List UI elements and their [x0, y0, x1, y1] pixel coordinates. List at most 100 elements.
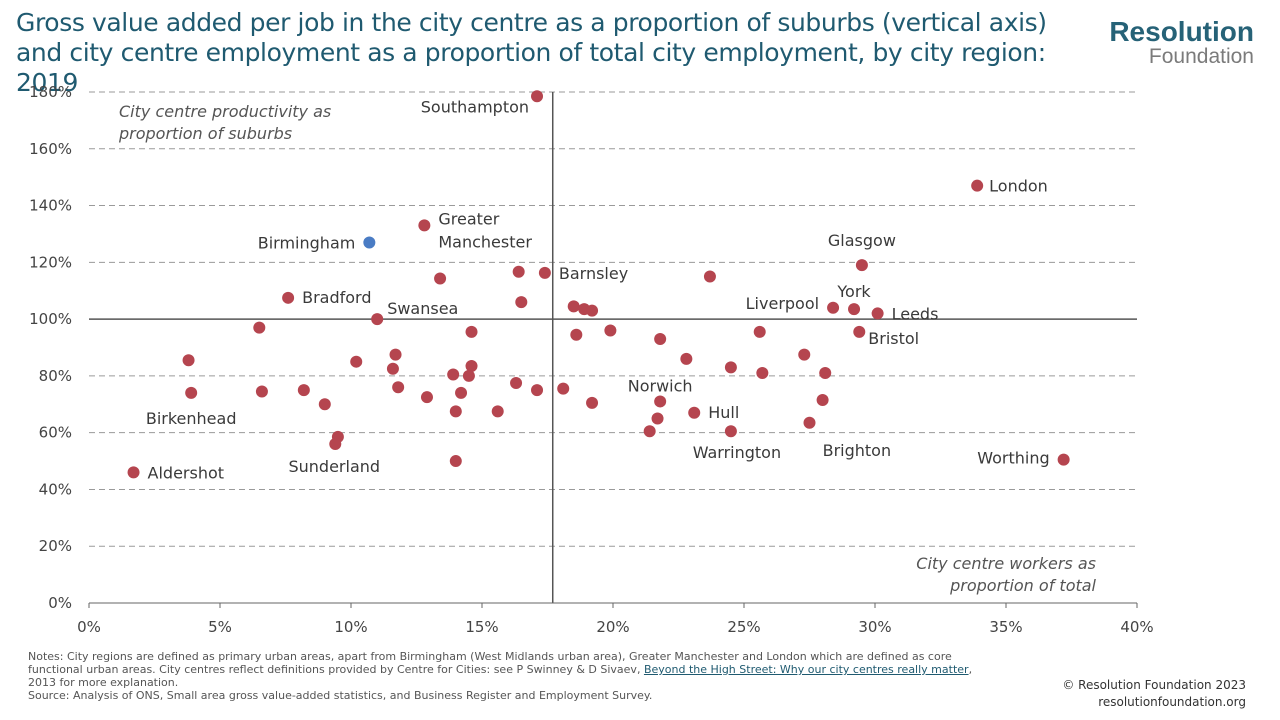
- data-point: [756, 367, 769, 380]
- y-tick-label: 20%: [39, 537, 72, 555]
- y-tick-label: 100%: [29, 310, 72, 328]
- data-point: [297, 384, 310, 397]
- point-label: London: [989, 177, 1048, 196]
- data-point: [688, 406, 701, 419]
- point-label: Sunderland: [288, 457, 380, 476]
- data-point: [185, 386, 198, 399]
- copyright-line: © Resolution Foundation 2023: [1062, 678, 1246, 692]
- data-point: [643, 425, 656, 438]
- gridlines: [89, 91, 1137, 547]
- point-label: Bradford: [302, 288, 371, 307]
- x-tick-label: 35%: [989, 618, 1022, 636]
- website-line: resolutionfoundation.org: [1098, 695, 1246, 709]
- x-tick-label: 30%: [858, 618, 891, 636]
- point-label: Worthing: [977, 449, 1049, 468]
- data-point: [604, 324, 617, 337]
- data-point: [871, 307, 884, 320]
- data-point: [512, 265, 525, 278]
- chart-title: Gross value added per job in the city ce…: [16, 8, 1047, 97]
- y-tick-label: 180%: [29, 83, 72, 101]
- point-label: Greater: [438, 209, 499, 228]
- point-label: Southampton: [421, 97, 529, 116]
- data-point: [455, 386, 468, 399]
- data-point: [724, 425, 737, 438]
- data-point: [538, 266, 551, 279]
- notes-text-end: , 2013 for more explanation.: [28, 663, 973, 689]
- data-point: [819, 367, 832, 380]
- point-labels: Southampton London Greater Manchester Birmin…: [146, 97, 1050, 482]
- data-point: [465, 325, 478, 338]
- data-point: [253, 321, 266, 334]
- notes: Notes: City regions are defined as prima…: [28, 650, 1003, 702]
- data-points: [127, 90, 1070, 479]
- y-tick-label: 80%: [39, 367, 72, 385]
- point-label: Leeds: [892, 304, 939, 323]
- x-tick-label: 20%: [596, 618, 629, 636]
- y-tick-label: 0%: [48, 594, 72, 612]
- x-tick-label: 40%: [1120, 618, 1153, 636]
- data-point: [282, 291, 295, 304]
- logo-line-2: Foundation: [1148, 45, 1254, 68]
- data-point: [491, 405, 504, 418]
- y-tick-label: 140%: [29, 197, 72, 215]
- data-point: [363, 236, 376, 249]
- point-label: Liverpool: [746, 294, 819, 313]
- data-point: [753, 325, 766, 338]
- data-point: [654, 332, 667, 345]
- data-point: [567, 300, 580, 313]
- data-point: [329, 438, 342, 451]
- x-tick-label: 25%: [727, 618, 760, 636]
- copyright: © Resolution Foundation 2023 resolutionf…: [1062, 677, 1246, 711]
- point-label: Bristol: [868, 329, 919, 348]
- point-label: Birmingham: [258, 233, 356, 252]
- data-point: [255, 385, 268, 398]
- data-point: [570, 328, 583, 341]
- x-axis-description: City centre workers as: [916, 554, 1096, 573]
- data-point: [853, 325, 866, 338]
- data-point: [557, 382, 570, 395]
- data-point: [586, 304, 599, 317]
- logo-line-1: Resolution: [1109, 16, 1254, 47]
- data-point: [1057, 453, 1070, 466]
- data-point: [447, 368, 460, 381]
- x-tick-label: 10%: [334, 618, 367, 636]
- point-label: Warrington: [693, 443, 781, 462]
- y-tick-label: 160%: [29, 140, 72, 158]
- y-tick-label: 60%: [39, 424, 72, 442]
- data-point: [703, 270, 716, 283]
- data-point: [816, 394, 829, 407]
- data-point: [855, 259, 868, 272]
- data-point: [127, 466, 140, 479]
- quadrant-labels: City centre productivity as proportion of…: [118, 102, 1097, 595]
- axes: 0% 20% 40% 60% 80% 100% 120% 140% 160% 180% 0% 5% 10…: [29, 83, 1154, 636]
- point-label: Aldershot: [148, 463, 225, 482]
- data-point: [848, 303, 861, 316]
- data-point: [654, 395, 667, 408]
- data-point: [434, 272, 447, 285]
- point-label: Brighton: [823, 441, 892, 460]
- point-label: Birkenhead: [146, 409, 237, 428]
- data-point: [510, 376, 523, 389]
- data-point: [420, 391, 433, 404]
- data-point: [724, 361, 737, 374]
- y-axis-description: City centre productivity as: [119, 102, 331, 121]
- x-axis-description: proportion of total: [949, 576, 1096, 595]
- data-point: [827, 301, 840, 314]
- data-point: [462, 369, 475, 382]
- data-point: [350, 355, 363, 368]
- point-label: Hull: [708, 403, 739, 422]
- data-point: [449, 405, 462, 418]
- data-point: [182, 354, 195, 367]
- data-point: [465, 359, 478, 372]
- data-point: [680, 352, 693, 365]
- reference-lines: [89, 92, 1137, 603]
- y-tick-label: 120%: [29, 253, 72, 271]
- y-tick-label: 40%: [39, 480, 72, 498]
- notes-link[interactable]: Beyond the High Street: Why our city cen…: [643, 663, 969, 676]
- point-label: Glasgow: [828, 231, 896, 250]
- x-tick-label: 5%: [208, 618, 232, 636]
- data-point: [392, 381, 405, 394]
- point-label: Barnsley: [559, 264, 628, 283]
- point-label: Swansea: [387, 299, 458, 318]
- source-text: Source: Analysis of ONS, Small area gros…: [28, 689, 653, 702]
